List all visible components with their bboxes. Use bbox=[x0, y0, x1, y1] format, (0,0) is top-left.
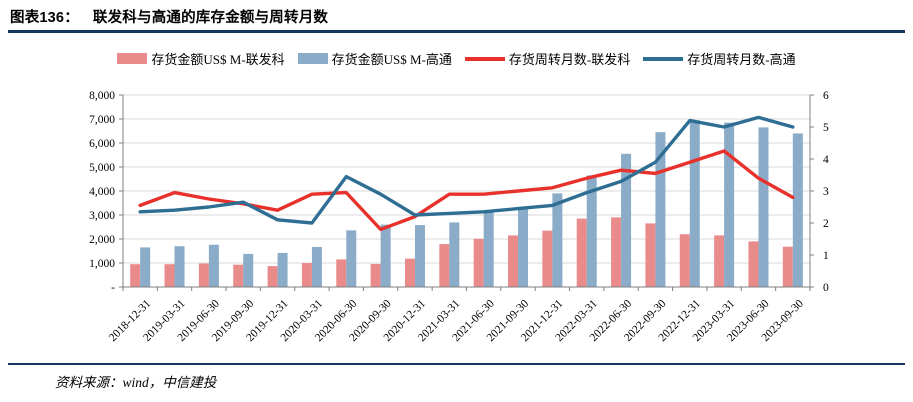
bar-mediatek bbox=[370, 263, 381, 287]
right-axis-label: 1 bbox=[823, 250, 829, 262]
chart-legend: 存货金额US$ M-联发科 存货金额US$ M-高通 存货周转月数-联发科 存货… bbox=[0, 49, 913, 68]
bar-qualcomm bbox=[243, 253, 254, 287]
bar-qualcomm bbox=[380, 224, 391, 287]
legend-item-qualcomm-inventory: 存货金额US$ M-高通 bbox=[297, 49, 452, 68]
chart-area: - 1,000 2,000 3,000 4,000 5,000 6,000 7,000 8,00… bbox=[30, 78, 890, 378]
bar-qualcomm bbox=[174, 246, 185, 287]
bar-mediatek bbox=[576, 218, 587, 287]
bar-mediatek bbox=[164, 264, 175, 287]
bar-mediatek bbox=[508, 235, 519, 287]
bar-mediatek bbox=[473, 238, 484, 287]
legend-swatch-qualcomm-bar bbox=[297, 53, 328, 64]
left-axis-label: 5,000 bbox=[89, 162, 115, 174]
bar-mediatek bbox=[233, 264, 244, 287]
bar-qualcomm bbox=[414, 225, 425, 287]
bar-qualcomm bbox=[277, 252, 288, 287]
legend-label: 存货周转月数-高通 bbox=[687, 52, 796, 67]
bar-qualcomm bbox=[758, 127, 769, 288]
bar-mediatek bbox=[336, 259, 347, 287]
legend-swatch-mediatek-bar bbox=[117, 53, 148, 64]
left-axis-label: 3,000 bbox=[89, 210, 115, 222]
bar-qualcomm bbox=[552, 193, 563, 287]
bar-qualcomm bbox=[346, 230, 357, 287]
bar-qualcomm bbox=[449, 222, 460, 287]
bar-mediatek bbox=[439, 244, 450, 287]
title-underline bbox=[8, 30, 905, 33]
bar-qualcomm bbox=[208, 244, 219, 287]
chart-canvas: - 1,000 2,000 3,000 4,000 5,000 6,000 7,000 8,00… bbox=[89, 90, 829, 344]
bar-mediatek bbox=[542, 230, 553, 287]
right-axis-label: 5 bbox=[823, 122, 829, 134]
right-axis-label: 3 bbox=[823, 186, 829, 198]
figure-title: 图表136： 联发科与高通的库存金额与周转月数 bbox=[10, 6, 905, 27]
figure-title-text: 联发科与高通的库存金额与周转月数 bbox=[92, 10, 329, 26]
left-axis-label: 1,000 bbox=[89, 258, 115, 270]
bar-mediatek bbox=[748, 241, 759, 287]
bar-mediatek bbox=[301, 263, 312, 287]
bar-qualcomm bbox=[483, 211, 494, 287]
legend-label: 存货金额US$ M-高通 bbox=[331, 52, 452, 67]
bar-mediatek bbox=[714, 235, 725, 287]
footer-rule bbox=[8, 363, 905, 365]
bar-mediatek bbox=[130, 264, 141, 287]
bar-qualcomm bbox=[792, 133, 803, 287]
bar-qualcomm bbox=[586, 175, 597, 287]
right-axis-label: 4 bbox=[823, 154, 829, 166]
left-axis-label: - bbox=[111, 282, 115, 294]
bar-mediatek bbox=[611, 217, 622, 287]
figure-number: 图表136： bbox=[10, 10, 79, 26]
bar-mediatek bbox=[782, 246, 793, 287]
left-axis-label: 6,000 bbox=[89, 138, 115, 150]
left-axis-label: 2,000 bbox=[89, 234, 115, 246]
right-axis-label: 2 bbox=[823, 218, 829, 230]
bar-qualcomm bbox=[724, 122, 735, 287]
bar-qualcomm bbox=[689, 120, 700, 287]
bar-mediatek bbox=[645, 223, 656, 287]
legend-item-mediatek-inventory: 存货金额US$ M-联发科 bbox=[117, 49, 285, 68]
legend-label: 存货周转月数-联发科 bbox=[508, 52, 631, 67]
left-axis-label: 7,000 bbox=[89, 114, 115, 126]
legend-swatch-mediatek-line bbox=[464, 56, 505, 61]
bar-qualcomm bbox=[140, 247, 151, 287]
bar-qualcomm bbox=[621, 153, 632, 287]
right-axis-label: 0 bbox=[823, 282, 829, 294]
legend-item-qualcomm-months: 存货周转月数-高通 bbox=[643, 49, 796, 68]
legend-label: 存货金额US$ M-联发科 bbox=[151, 52, 285, 67]
bar-qualcomm bbox=[311, 246, 322, 287]
left-axis-label: 4,000 bbox=[89, 186, 115, 198]
bar-qualcomm bbox=[518, 208, 529, 287]
line-qualcomm bbox=[138, 115, 795, 225]
bar-mediatek bbox=[404, 258, 415, 287]
right-axis-label: 6 bbox=[823, 90, 829, 102]
bar-mediatek bbox=[198, 263, 209, 287]
legend-item-mediatek-months: 存货周转月数-联发科 bbox=[464, 49, 631, 68]
source-note: 资料来源：wind，中信建投 bbox=[55, 375, 217, 390]
legend-swatch-qualcomm-line bbox=[643, 56, 684, 61]
left-axis-label: 8,000 bbox=[89, 90, 115, 102]
bar-mediatek bbox=[679, 234, 690, 287]
bar-mediatek bbox=[267, 266, 278, 287]
bar-qualcomm bbox=[655, 132, 666, 287]
